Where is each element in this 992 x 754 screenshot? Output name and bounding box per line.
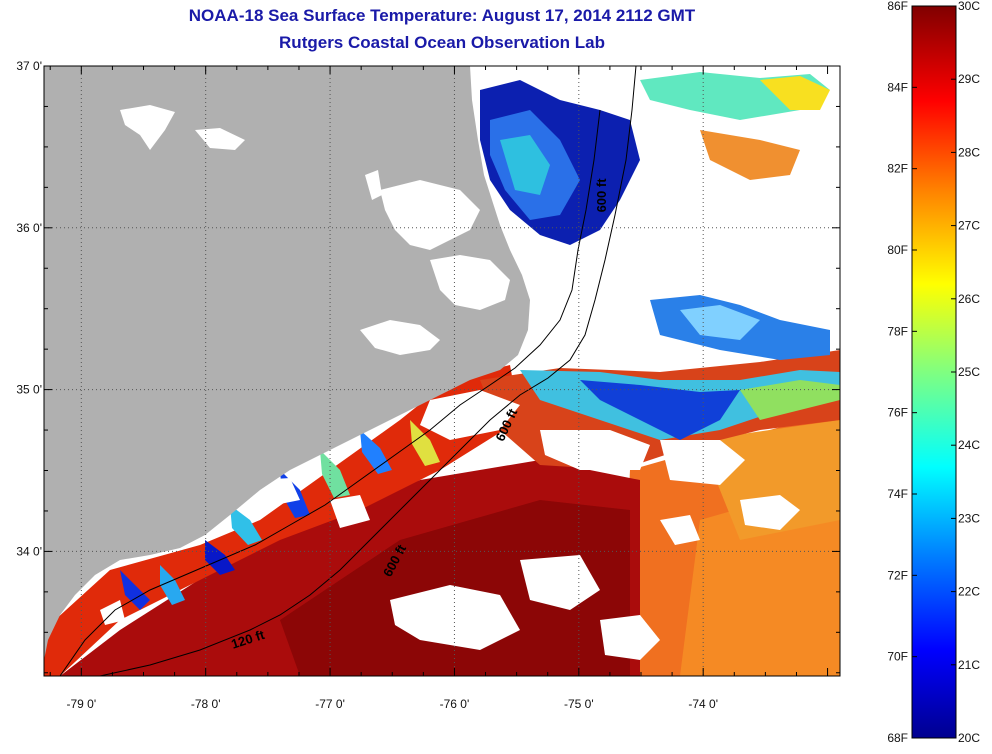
contour-label: 600 ft bbox=[594, 178, 609, 213]
latitude-label: 35 0' bbox=[16, 383, 42, 397]
colorbar-gradient bbox=[911, 5, 957, 739]
colorbar-c-label: 22C bbox=[958, 585, 980, 599]
temperature-colorbar: 86F 84F 82F 80F 78F 76F 74F 72F 70F 68F 30C 29C 28C… bbox=[887, 0, 980, 745]
colorbar-fahrenheit-labels: 86F 84F 82F 80F 78F 76F 74F 72F 70F 68F bbox=[887, 0, 908, 745]
colorbar-c-label: 20C bbox=[958, 731, 980, 745]
longitude-label: -77 0' bbox=[315, 697, 345, 711]
latitude-label: 37 0' bbox=[16, 59, 42, 73]
colorbar-f-label: 74F bbox=[887, 487, 908, 501]
colorbar-f-label: 84F bbox=[887, 80, 908, 94]
colorbar-f-label: 82F bbox=[887, 162, 908, 176]
longitude-label: -74 0' bbox=[688, 697, 718, 711]
cloud-cover bbox=[100, 390, 800, 660]
colorbar-c-label: 23C bbox=[958, 511, 980, 525]
colorbar-c-label: 29C bbox=[958, 72, 980, 86]
longitude-label: -75 0' bbox=[564, 697, 594, 711]
cold-patch-north bbox=[480, 72, 830, 360]
longitude-label: -76 0' bbox=[440, 697, 470, 711]
colorbar-f-label: 78F bbox=[887, 324, 908, 338]
colorbar-c-label: 27C bbox=[958, 219, 980, 233]
colorbar-f-label: 76F bbox=[887, 406, 908, 420]
axis-ticks bbox=[44, 65, 840, 676]
colorbar-c-label: 30C bbox=[958, 0, 980, 13]
map-title: NOAA-18 Sea Surface Temperature: August … bbox=[188, 6, 696, 25]
colorbar-f-label: 72F bbox=[887, 568, 908, 582]
colorbar-c-label: 28C bbox=[958, 145, 980, 159]
map-frame bbox=[43, 65, 841, 677]
colorbar-celsius-labels: 30C 29C 28C 27C 26C 25C 24C 23C 22C 21C 20C bbox=[958, 0, 980, 745]
inland-water bbox=[120, 105, 510, 355]
map-area bbox=[44, 66, 840, 676]
latitude-label: 36 0' bbox=[16, 221, 42, 235]
longitude-label: -79 0' bbox=[66, 697, 96, 711]
longitude-label: -78 0' bbox=[191, 697, 221, 711]
latitude-label: 34 0' bbox=[16, 544, 42, 558]
longitude-labels: -79 0' -78 0' -77 0' -76 0' -75 0' -74 0' bbox=[66, 697, 718, 711]
depth-contours bbox=[59, 66, 637, 676]
colorbar-f-label: 86F bbox=[887, 0, 908, 13]
colorbar-f-label: 80F bbox=[887, 243, 908, 257]
colorbar-c-label: 26C bbox=[958, 292, 980, 306]
colorbar-f-label: 68F bbox=[887, 731, 908, 745]
latitude-labels: 37 0' 36 0' 35 0' 34 0' bbox=[16, 59, 42, 558]
colorbar-ticks bbox=[912, 5, 956, 739]
colorbar-f-label: 70F bbox=[887, 650, 908, 664]
colorbar-c-label: 24C bbox=[958, 438, 980, 452]
colorbar-c-label: 25C bbox=[958, 365, 980, 379]
colorbar-c-label: 21C bbox=[958, 658, 980, 672]
map-subtitle: Rutgers Coastal Ocean Observation Lab bbox=[279, 33, 605, 52]
